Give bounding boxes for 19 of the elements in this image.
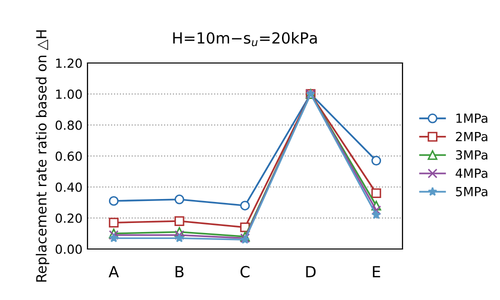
y-tick-label: 1.00 [56, 89, 82, 99]
x-tick-label: B [176, 266, 184, 278]
x-tick-label: E [372, 266, 380, 278]
y-tick-label: 0.00 [56, 244, 82, 254]
y-tick-label: 0.40 [56, 182, 82, 192]
legend-label: 2MPa [456, 132, 488, 142]
legend-label: 3MPa [456, 150, 488, 160]
y-tick-label: 0.80 [56, 120, 82, 130]
legend-label: 5MPa [456, 187, 488, 196]
y-tick-label: 0.60 [56, 151, 82, 161]
chart-title: H=10m−s$_{u}$=20kPa [173, 32, 317, 46]
y-tick-label: 1.20 [56, 58, 82, 68]
legend-label: 1MPa [456, 114, 488, 123]
y-axis-title: Replacement rate ratio based on △H [36, 30, 50, 282]
y-tick-label: 0.20 [56, 213, 82, 223]
x-tick-label: C [240, 266, 250, 278]
x-tick-label: D [306, 266, 316, 278]
legend-label: 4MPa [456, 168, 488, 178]
x-tick-label: A [108, 266, 119, 278]
